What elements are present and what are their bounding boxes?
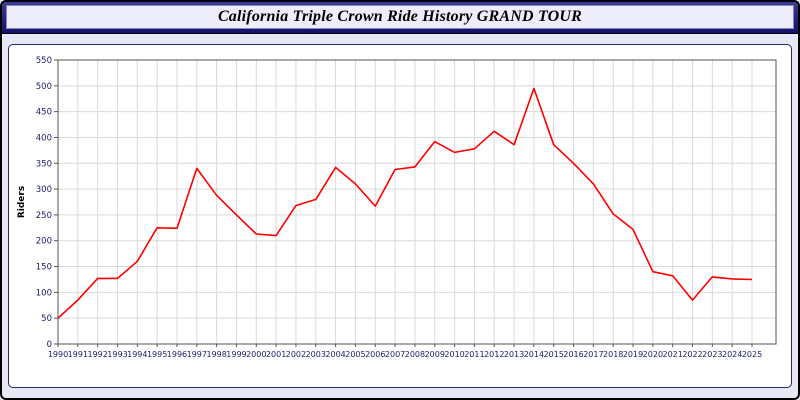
y-tick-label: 250	[36, 211, 52, 221]
y-tick-label: 0	[47, 340, 52, 350]
plot-area	[58, 60, 776, 344]
x-tick-label: 2010	[444, 350, 464, 359]
plot-frame	[57, 59, 777, 345]
x-tick-label: 2022	[682, 350, 702, 359]
x-tick-label: 2004	[325, 350, 345, 359]
x-tick-label: 1997	[187, 350, 207, 359]
x-tick-label: 1995	[147, 350, 167, 359]
x-tick-label: 2006	[365, 350, 385, 359]
x-tick-label: 2023	[702, 350, 722, 359]
x-tick-label: 2009	[425, 350, 445, 359]
x-tick-label: 2003	[306, 350, 326, 359]
x-tick-label: 1991	[68, 350, 88, 359]
x-tick-label: 2016	[563, 350, 583, 359]
y-tick-label: 50	[41, 314, 52, 324]
y-axis-title: Riders	[17, 186, 27, 218]
x-tick-label: 2020	[643, 350, 663, 359]
x-tick-label: 1990	[48, 350, 68, 359]
x-tick-label: 2005	[345, 350, 365, 359]
x-tick-label: 2008	[405, 350, 425, 359]
x-tick-label: 1996	[167, 350, 187, 359]
x-tick-label: 1999	[226, 350, 246, 359]
x-tick-label: 2011	[464, 350, 484, 359]
x-tick-label: 2002	[286, 350, 306, 359]
x-tick-label: 2001	[266, 350, 286, 359]
page-title: California Triple Crown Ride History GRA…	[217, 8, 583, 25]
x-tick-label: 2021	[663, 350, 683, 359]
chart-panel: 0 50 100 150 200 250 300 350 400 450 500 550 1990 199…	[8, 44, 792, 388]
x-tick-label: 1994	[127, 350, 147, 359]
y-tick-label: 450	[36, 108, 52, 118]
x-tick-label: 2025	[742, 350, 762, 359]
title-bar: California Triple Crown Ride History GRA…	[2, 2, 798, 34]
title-inner-panel: California Triple Crown Ride History GRA…	[6, 5, 794, 29]
x-tick-label: 1998	[206, 350, 226, 359]
x-tick-label: 2013	[504, 350, 524, 359]
x-tick-label: 2024	[722, 350, 742, 359]
y-tick-label: 550	[36, 56, 52, 66]
x-tick-label: 2007	[385, 350, 405, 359]
x-tick-label: 2014	[524, 350, 544, 359]
x-tick-label: 2000	[246, 350, 266, 359]
y-tick-label: 200	[36, 237, 52, 247]
y-tick-label: 300	[36, 185, 52, 195]
x-tick-label: 2017	[583, 350, 603, 359]
y-tick-label: 500	[36, 82, 52, 92]
x-tick-label: 2012	[484, 350, 504, 359]
ride-history-line	[57, 87, 753, 319]
x-tick-label: 1993	[107, 350, 127, 359]
x-tick-label: 2019	[623, 350, 643, 359]
y-tick-label: 150	[36, 263, 52, 273]
x-tick-label: 2015	[544, 350, 564, 359]
y-tick-label: 400	[36, 133, 52, 143]
x-tick-label: 2018	[603, 350, 623, 359]
x-tick-label: 1992	[87, 350, 107, 359]
y-tick-label: 100	[36, 288, 52, 298]
y-tick-label: 350	[36, 159, 52, 169]
